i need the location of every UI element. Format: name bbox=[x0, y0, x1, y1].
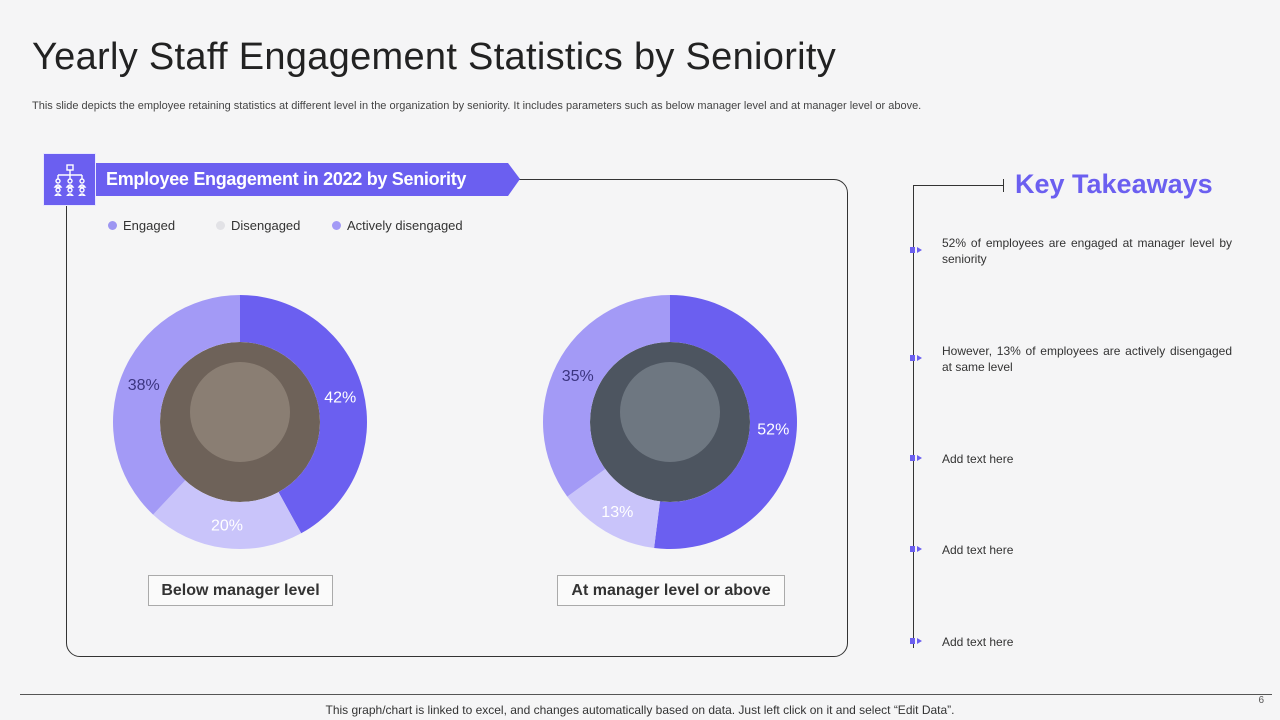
data-label-actively-disengaged: 38% bbox=[128, 377, 160, 394]
chart-caption-manager-or-above: At manager level or above bbox=[557, 575, 785, 606]
legend-label: Disengaged bbox=[231, 218, 301, 233]
key-takeaways-title: Key Takeaways bbox=[1015, 169, 1213, 199]
takeaway-item: 52% of employees are engaged at manager … bbox=[942, 236, 1232, 266]
page-title: Yearly Staff Engagement Statistics by Se… bbox=[32, 36, 837, 78]
takeaway-bullet-icon bbox=[910, 355, 922, 361]
takeaway-bullet-icon bbox=[910, 247, 922, 253]
data-label-actively-disengaged: 35% bbox=[562, 368, 594, 385]
donut-chart-below-manager: 42% 20% 38% bbox=[113, 295, 368, 549]
takeaway-bullet-icon bbox=[910, 455, 922, 461]
panel-heading: Employee Engagement in 2022 by Seniority bbox=[106, 169, 467, 189]
takeaway-item: Add text here bbox=[942, 543, 1014, 557]
takeaway-item: However, 13% of employees are actively d… bbox=[942, 344, 1232, 374]
org-chart-icon bbox=[43, 153, 96, 206]
donut-center-photo-highlight bbox=[190, 362, 290, 462]
page-subtitle: This slide depicts the employee retainin… bbox=[32, 100, 922, 112]
data-label-disengaged: 20% bbox=[211, 518, 243, 535]
donut-slice-actively-disengaged bbox=[543, 295, 670, 497]
legend-swatch-disengaged bbox=[216, 221, 225, 231]
donut-chart-manager-or-above: 52% 13% 35% bbox=[543, 295, 797, 549]
donut-slice-engaged bbox=[654, 295, 797, 549]
data-label-engaged: 42% bbox=[324, 389, 356, 406]
legend-item-disengaged: Disengaged bbox=[216, 218, 300, 233]
donut-slice-disengaged bbox=[567, 469, 660, 548]
takeaways-header-tick bbox=[1003, 179, 1004, 192]
takeaway-bullet-icon bbox=[910, 546, 922, 552]
footer-note: This graph/chart is linked to excel, and… bbox=[325, 703, 955, 717]
legend-item-engaged: Engaged bbox=[108, 218, 175, 233]
data-label-engaged: 52% bbox=[757, 421, 789, 438]
donut-slice-engaged bbox=[240, 295, 368, 534]
legend-item-actively-disengaged: Actively disengaged bbox=[332, 218, 463, 233]
page-number: 6 bbox=[1258, 695, 1264, 706]
takeaways-header-line bbox=[913, 185, 1003, 186]
footer-divider bbox=[20, 694, 1272, 695]
takeaways-timeline-line bbox=[913, 185, 914, 648]
legend-swatch-actively-disengaged bbox=[332, 221, 341, 231]
donut-center-photo-highlight bbox=[620, 362, 720, 462]
donut-slice-actively-disengaged bbox=[113, 295, 240, 515]
takeaway-item: Add text here bbox=[942, 452, 1014, 466]
chart-caption-below-manager: Below manager level bbox=[148, 575, 333, 606]
donut-slice-disengaged bbox=[153, 480, 302, 549]
data-label-disengaged: 13% bbox=[601, 504, 633, 521]
legend-label: Actively disengaged bbox=[347, 218, 463, 233]
legend-label: Engaged bbox=[123, 218, 176, 233]
takeaway-bullet-icon bbox=[910, 638, 922, 644]
panel-heading-ribbon bbox=[96, 163, 520, 196]
takeaway-item: Add text here bbox=[942, 635, 1014, 649]
legend-swatch-engaged bbox=[108, 221, 117, 231]
